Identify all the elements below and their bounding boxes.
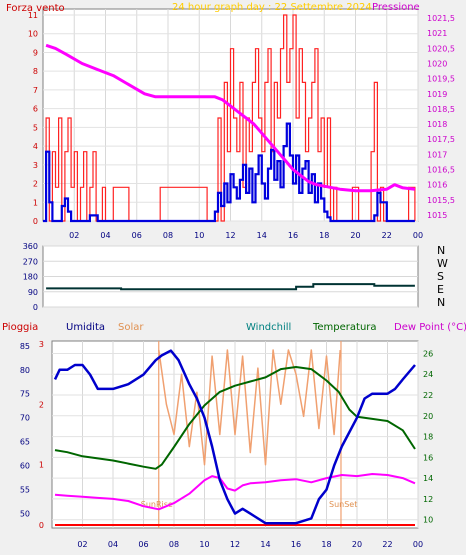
pressure-y-tick: 1020 (427, 60, 447, 69)
temp-x-tick: 10 (199, 540, 209, 549)
wind-x-tick: 00 (413, 231, 423, 240)
temp-x-tick: 06 (138, 540, 148, 549)
temp-x-tick: 08 (169, 540, 179, 549)
direction-compass-label: W (437, 257, 448, 270)
wind-y-tick: 5 (33, 123, 38, 132)
pressure-y-tick: 1018 (427, 120, 447, 129)
humidity-y-tick: 55 (20, 486, 30, 495)
temp-x-tick: 12 (230, 540, 240, 549)
temp-y-tick: 24 (423, 370, 433, 379)
temp-x-tick: 14 (260, 540, 270, 549)
direction-y-tick: 180 (23, 273, 38, 282)
wind-y-tick: 6 (33, 105, 38, 114)
wind-y-tick: 9 (33, 48, 38, 57)
direction-compass-label: N (437, 244, 445, 257)
pressure-y-tick: 1021,5 (427, 14, 455, 23)
temp-x-tick: 04 (108, 540, 118, 549)
pressure-y-tick: 1016,5 (427, 166, 455, 175)
temp-x-tick: 16 (291, 540, 301, 549)
temp-x-tick: 02 (77, 540, 87, 549)
rain-legend-label: Pioggia (2, 322, 38, 333)
humidity-y-tick: 65 (20, 438, 30, 447)
wind-x-tick: 20 (350, 231, 360, 240)
direction-y-tick: 360 (23, 242, 38, 251)
rain-y-tick: 1 (39, 461, 44, 470)
humidity-legend-label: Umidita (66, 322, 105, 333)
wind-x-tick: 22 (382, 231, 392, 240)
temp-y-tick: 26 (423, 349, 433, 358)
rain-y-tick: 2 (39, 400, 44, 409)
humidity-y-tick: 75 (20, 390, 30, 399)
wind-x-tick: 14 (257, 231, 267, 240)
direction-compass-label: N (437, 296, 445, 309)
pressure-y-tick: 1015,5 (427, 196, 455, 205)
wind-y-tick: 0 (33, 217, 38, 226)
pressure-y-tick: 1020,5 (427, 44, 455, 53)
pressure-y-tick: 1015 (427, 211, 447, 220)
pressure-y-tick: 1021 (427, 29, 447, 38)
direction-y-tick: 0 (33, 303, 38, 312)
wind-axis-label: Forza vento (6, 3, 65, 14)
temp-y-tick: 10 (423, 516, 433, 525)
wind-x-tick: 08 (163, 231, 173, 240)
humidity-y-tick: 60 (20, 462, 30, 471)
wind-y-tick: 7 (33, 86, 38, 95)
wind-x-tick: 12 (225, 231, 235, 240)
sunset-label: SunSet (329, 500, 357, 509)
humidity-y-tick: 85 (20, 342, 30, 351)
temp-y-tick: 16 (423, 453, 433, 462)
pressure-y-tick: 1016 (427, 181, 447, 190)
wind-y-tick: 1 (33, 198, 38, 207)
temp-x-tick: 00 (413, 540, 423, 549)
direction-y-tick: 90 (28, 288, 38, 297)
pressure-axis-label: Pressione (372, 2, 420, 13)
dewpoint-legend-label: Dew Point (°C) (394, 322, 466, 333)
windchill-legend-label: Windchill (246, 322, 291, 333)
wind-y-tick: 4 (33, 142, 38, 151)
wind-x-tick: 10 (194, 231, 204, 240)
pressure-y-tick: 1018,5 (427, 105, 455, 114)
direction-compass-label: E (437, 283, 444, 296)
temp-y-tick: 18 (423, 433, 433, 442)
wind-chart-title: 24 hour graph day : 22 Settembre 2024 (172, 2, 372, 13)
temp-y-tick: 14 (423, 474, 433, 483)
wind-y-tick: 8 (33, 67, 38, 76)
direction-y-tick: 270 (23, 257, 38, 266)
wind-y-tick: 2 (33, 180, 38, 189)
temp-x-tick: 18 (321, 540, 331, 549)
temp-y-tick: 22 (423, 391, 433, 400)
humidity-y-tick: 80 (20, 366, 30, 375)
temp-x-tick: 20 (352, 540, 362, 549)
humidity-y-tick: 70 (20, 414, 30, 423)
solar-legend-label: Solar (118, 322, 144, 333)
temperature-legend-label: Temperatura (312, 322, 377, 333)
wind-x-tick: 02 (69, 231, 79, 240)
wind-x-tick: 18 (319, 231, 329, 240)
wind-y-tick: 10 (28, 30, 38, 39)
pressure-y-tick: 1019,5 (427, 75, 455, 84)
humidity-y-tick: 50 (20, 510, 30, 519)
pressure-y-tick: 1017,5 (427, 135, 455, 144)
direction-compass-label: S (437, 270, 444, 283)
temp-y-tick: 20 (423, 412, 433, 421)
wind-x-tick: 06 (132, 231, 142, 240)
pressure-y-tick: 1017 (427, 150, 447, 159)
wind-x-tick: 04 (100, 231, 110, 240)
rain-y-tick: 3 (39, 340, 44, 349)
temp-y-tick: 12 (423, 495, 433, 504)
wind-y-tick: 3 (33, 161, 38, 170)
wind-x-tick: 16 (288, 231, 298, 240)
pressure-y-tick: 1019 (427, 90, 447, 99)
rain-y-tick: 0 (39, 521, 44, 530)
temp-x-tick: 22 (382, 540, 392, 549)
